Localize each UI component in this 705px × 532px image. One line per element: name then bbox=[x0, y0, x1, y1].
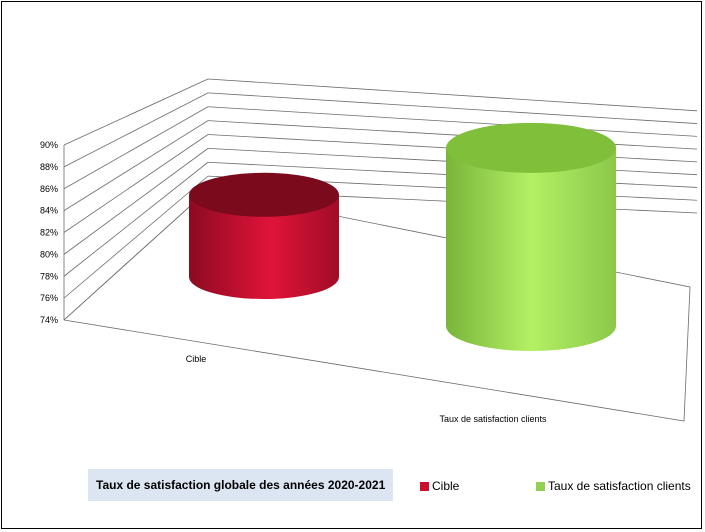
gridline-back bbox=[207, 92, 698, 124]
legend-label-taux: Taux de satisfaction clients bbox=[548, 479, 691, 493]
legend-item-taux: Taux de satisfaction clients bbox=[536, 479, 691, 493]
gridline-side bbox=[63, 161, 209, 277]
floor-outline bbox=[63, 189, 691, 422]
bar-0 bbox=[189, 172, 339, 299]
bar-body bbox=[189, 194, 339, 299]
x-category-label: Taux de satisfaction clients bbox=[439, 414, 547, 424]
bar-top bbox=[189, 172, 339, 217]
bar-1 bbox=[446, 122, 616, 351]
gridline-side bbox=[63, 120, 209, 211]
y-tick-label: 82% bbox=[40, 228, 58, 238]
legend-label-cible: Cible bbox=[432, 479, 460, 493]
gridline-side bbox=[63, 78, 209, 146]
legend-swatch-cible bbox=[420, 481, 429, 491]
gridline-side bbox=[63, 134, 209, 233]
y-tick-label: 88% bbox=[40, 162, 58, 172]
y-axis-ticks: 74% 76% 78% 80% 82% 84% 86% 88% 90% bbox=[40, 140, 58, 325]
chart-title: Taux de satisfaction globale des années … bbox=[88, 469, 394, 501]
y-tick-label: 86% bbox=[40, 184, 58, 194]
legend-item-cible: Cible bbox=[420, 479, 459, 493]
bar-body bbox=[446, 147, 616, 351]
gridline-back bbox=[207, 120, 698, 150]
gridline-side bbox=[63, 148, 209, 255]
gridline-side bbox=[63, 106, 209, 190]
x-axis-labels: Cible Taux de satisfaction clients bbox=[186, 354, 547, 424]
gridline-side bbox=[63, 92, 209, 168]
chart-title-text: Taux de satisfaction globale des années … bbox=[96, 478, 386, 492]
gridline-back bbox=[207, 78, 698, 112]
bars bbox=[189, 122, 616, 351]
y-tick-label: 90% bbox=[40, 140, 58, 150]
y-tick-label: 80% bbox=[40, 249, 58, 259]
legend-swatch-taux bbox=[536, 481, 545, 491]
gridline-side bbox=[63, 175, 209, 299]
y-tick-label: 78% bbox=[40, 271, 58, 281]
bar-top bbox=[446, 122, 616, 173]
y-tick-label: 76% bbox=[40, 293, 58, 303]
gridline-back bbox=[207, 106, 698, 137]
x-category-label: Cible bbox=[186, 354, 207, 364]
y-tick-label: 74% bbox=[40, 315, 58, 325]
y-tick-label: 84% bbox=[40, 206, 58, 216]
